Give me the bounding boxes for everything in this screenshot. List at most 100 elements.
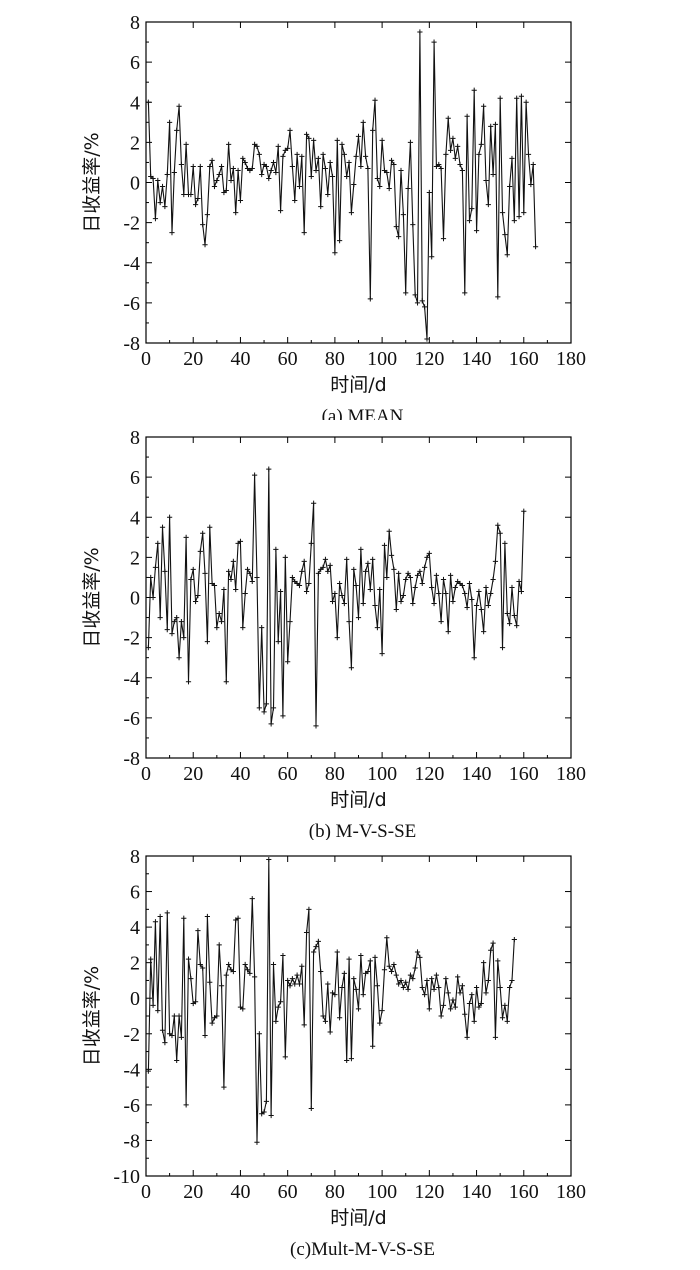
data-point: [346, 159, 352, 166]
data-point: [495, 958, 501, 964]
data-point: [488, 123, 494, 129]
data-point: [216, 610, 222, 617]
data-point: [263, 1098, 270, 1104]
data-point: [270, 159, 277, 166]
data-point: [403, 979, 409, 985]
data-point: [367, 296, 373, 302]
data-point: [400, 212, 406, 218]
data-point: [341, 970, 347, 976]
data-point: [233, 209, 239, 216]
data-point: [532, 244, 539, 250]
data-point: [162, 1040, 168, 1046]
data-point: [204, 212, 210, 218]
data-point: [192, 598, 199, 605]
data-point: [294, 972, 300, 978]
data-point: [190, 566, 196, 573]
data-point: [438, 618, 444, 625]
x-tick-label: 0: [141, 763, 151, 785]
data-point: [280, 952, 286, 959]
data-point: [504, 1018, 510, 1024]
data-point: [414, 300, 421, 306]
data-point: [410, 222, 416, 228]
data-point: [443, 976, 449, 982]
data-point: [370, 1043, 376, 1049]
data-point: [396, 570, 402, 577]
data-point: [502, 540, 508, 546]
data-point: [391, 161, 397, 168]
data-point: [410, 600, 416, 607]
y-tick-label: 2: [130, 132, 140, 154]
data-point: [244, 967, 251, 973]
data-point: [445, 115, 451, 121]
series-line: [147, 859, 515, 1143]
data-point: [192, 999, 199, 1005]
data-point: [240, 155, 246, 162]
chart-a-mean: 0 20 40 60 80 100 120 140 160 180 -8 -6 -4 -2 0 2 4 6 8 时间/…: [81, 12, 586, 420]
chart-c-mult-mvsse: 0 20 40 60 80 100 120 140 160 180 -10 -8 -6 -4 -2 0 2 4 6 8…: [81, 846, 586, 1260]
data-point: [497, 984, 503, 991]
data-point: [226, 568, 232, 575]
data-point: [469, 205, 475, 212]
x-axis-label: 时间/d: [330, 1207, 386, 1229]
data-point: [167, 514, 173, 520]
y-tick-label: -2: [123, 1024, 140, 1046]
data-point: [419, 298, 425, 304]
data-point: [285, 977, 291, 984]
data-point: [207, 979, 213, 985]
data-point: [511, 218, 517, 224]
data-point: [183, 1102, 189, 1108]
data-point: [273, 169, 279, 176]
data-point: [155, 540, 161, 546]
data-point: [159, 1027, 166, 1033]
x-tick-label: 0: [141, 348, 151, 370]
data-point: [185, 679, 192, 685]
data-point: [372, 97, 378, 103]
y-tick-label: -4: [123, 668, 140, 690]
data-point: [320, 151, 326, 158]
data-point: [311, 949, 317, 955]
data-point: [195, 592, 201, 599]
data-point: [367, 586, 373, 593]
data-point: [214, 1013, 220, 1019]
data-point: [412, 584, 418, 591]
data-point: [266, 856, 272, 863]
data-point: [252, 472, 258, 478]
data-point: [308, 173, 314, 180]
x-tick-label: 40: [230, 348, 250, 370]
x-tick-label: 140: [462, 763, 492, 785]
data-point: [327, 562, 333, 568]
data-point: [353, 153, 359, 160]
data-point: [150, 1002, 156, 1008]
data-point: [384, 169, 390, 176]
data-point: [176, 1013, 182, 1019]
y-tick-label: -6: [123, 1095, 140, 1117]
x-tick-label: 40: [230, 1181, 250, 1203]
data-point: [396, 981, 402, 987]
data-point: [164, 171, 170, 178]
data-point: [445, 629, 451, 635]
data-point: [320, 1013, 326, 1019]
data-point: [280, 713, 286, 719]
data-point: [235, 167, 241, 174]
data-point: [412, 292, 418, 298]
data-point: [414, 949, 421, 955]
data-point: [485, 201, 491, 208]
data-point: [473, 602, 480, 609]
data-point: [247, 970, 253, 976]
data-point: [377, 586, 383, 593]
data-point: [282, 554, 288, 560]
data-point: [457, 990, 463, 996]
data-point: [514, 622, 520, 629]
data-point: [407, 574, 414, 581]
data-point: [391, 961, 397, 968]
data-point: [171, 618, 177, 625]
data-point: [339, 984, 345, 991]
data-point: [285, 145, 291, 151]
x-tick-label: 20: [183, 763, 203, 785]
data-point: [381, 967, 388, 973]
data-point: [509, 155, 515, 162]
data-point: [292, 981, 298, 987]
data-point: [223, 972, 229, 978]
data-point: [353, 986, 359, 992]
data-point: [303, 131, 310, 137]
